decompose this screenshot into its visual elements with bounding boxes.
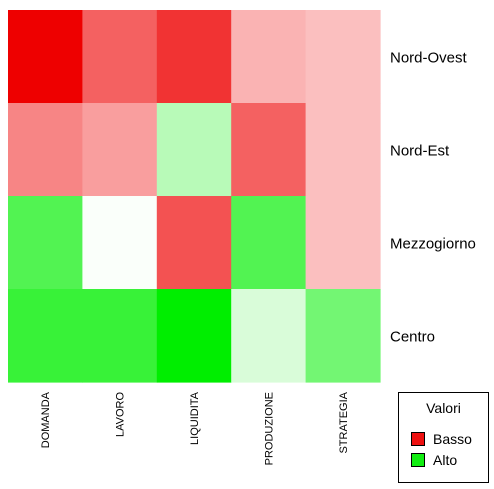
heatmap-cell-centro-produzione bbox=[231, 289, 307, 383]
column-label-lavoro: LAVORO bbox=[115, 392, 127, 437]
heatmap-cell-nord-est-lavoro bbox=[82, 103, 158, 197]
heatmap-cell-mezzogiorno-domanda bbox=[8, 196, 83, 290]
column-label-produzione: PRODUZIONE bbox=[263, 392, 275, 465]
heatmap-cell-nord-ovest-domanda bbox=[8, 10, 83, 104]
heatmap-cell-mezzogiorno-produzione bbox=[231, 196, 307, 290]
legend-swatch-alto bbox=[411, 453, 425, 467]
heatmap-cell-mezzogiorno-liquidita bbox=[156, 196, 232, 290]
heatmap-cell-mezzogiorno-strategia bbox=[305, 196, 381, 290]
legend: Valori Basso Alto bbox=[398, 392, 489, 483]
legend-title: Valori bbox=[426, 400, 461, 416]
heatmap-cell-centro-domanda bbox=[8, 289, 83, 383]
heatmap-cell-centro-strategia bbox=[305, 289, 381, 383]
legend-label-alto: Alto bbox=[433, 452, 458, 468]
heatmap-cell-centro-lavoro bbox=[82, 289, 158, 383]
heatmap-cell-nord-est-strategia bbox=[305, 103, 381, 197]
legend-item-alto: Alto bbox=[411, 452, 457, 468]
legend-label-basso: Basso bbox=[433, 431, 472, 447]
heatmap-cell-centro-liquidita bbox=[156, 289, 232, 383]
column-label-domanda: DOMANDA bbox=[40, 391, 52, 448]
legend-item-basso: Basso bbox=[411, 431, 472, 447]
heatmap-cell-nord-ovest-strategia bbox=[305, 10, 381, 104]
heatmap-cell-mezzogiorno-lavoro bbox=[82, 196, 158, 290]
heatmap-cell-nord-ovest-produzione bbox=[231, 10, 307, 104]
column-label-strategia: STRATEGIA bbox=[338, 391, 350, 453]
heatmap-cell-nord-ovest-liquidita bbox=[156, 10, 232, 104]
heatmap-cell-nord-est-produzione bbox=[231, 103, 307, 197]
row-label-mezzogiorno: Mezzogiorno bbox=[390, 236, 476, 253]
row-label-centro: Centro bbox=[390, 329, 435, 346]
heatmap-cell-nord-est-liquidita bbox=[156, 103, 232, 197]
heatmap-cell-nord-est-domanda bbox=[8, 103, 83, 197]
row-label-nord-est: Nord-Est bbox=[390, 143, 450, 160]
column-label-liquidita: LIQUIDITA bbox=[189, 391, 201, 445]
legend-swatch-basso bbox=[411, 432, 425, 446]
row-label-nord-ovest: Nord-Ovest bbox=[390, 50, 468, 67]
heatmap-cell-nord-ovest-lavoro bbox=[82, 10, 158, 104]
